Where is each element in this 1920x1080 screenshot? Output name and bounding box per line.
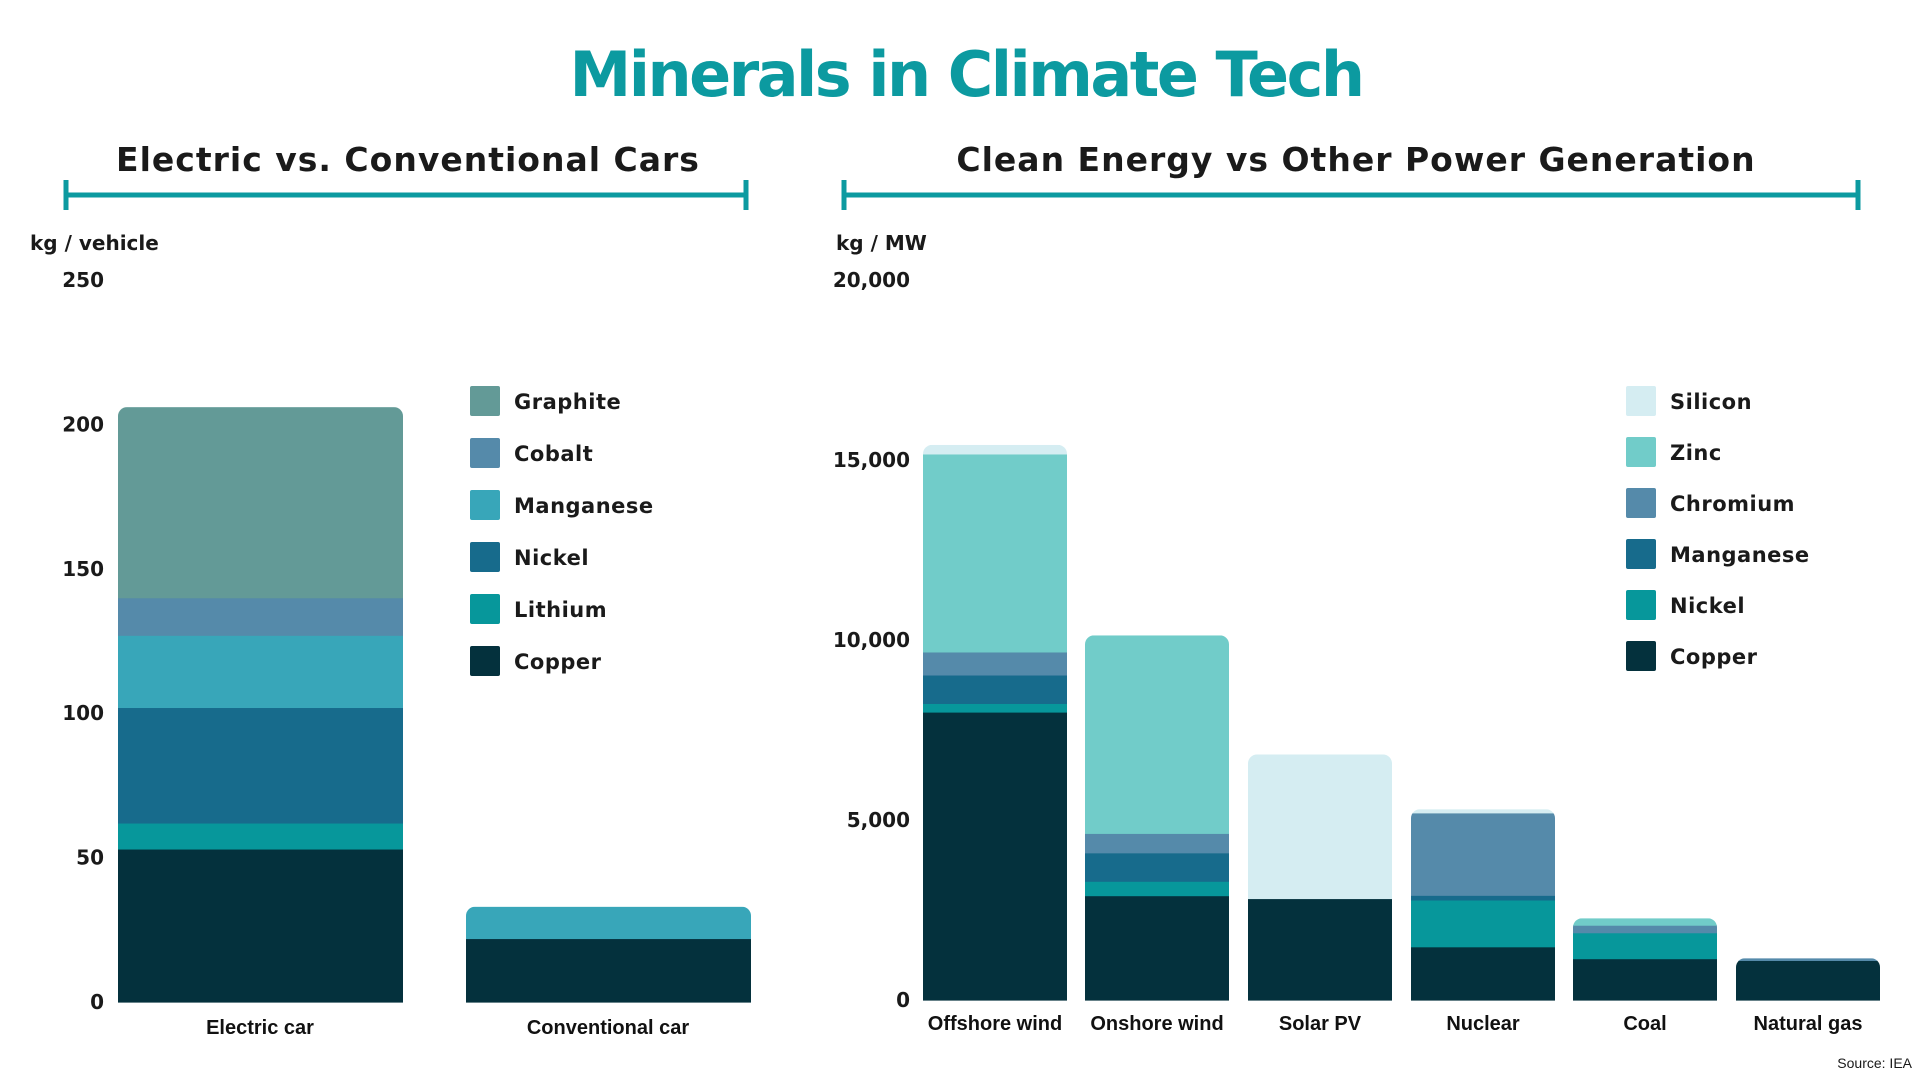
bar-segment-silicon (1248, 754, 1392, 900)
bar-stack-onshore-wind (1085, 635, 1229, 1001)
x-category-label: Nuclear (1446, 1013, 1520, 1035)
bar-segment-manganese (923, 674, 1067, 704)
y-tick-label: 250 (62, 268, 104, 292)
y-tick-label: 150 (62, 557, 104, 581)
bar-segment-copper (923, 712, 1067, 1001)
bar-segment-zinc (923, 453, 1067, 653)
page-title: Minerals in Climate Tech (570, 38, 1363, 111)
bar-segment-nickel (1573, 932, 1717, 960)
legend-swatch-manganese (1626, 539, 1656, 569)
bar-segment-zinc (1085, 635, 1229, 834)
electric-vs-conventional-cars-chart: Electric vs. Conventional Cars kg / vehic… (30, 140, 751, 1039)
legend-label: Zinc (1670, 441, 1722, 465)
x-category-label: Conventional car (527, 1017, 689, 1039)
legend-swatch-cobalt (470, 438, 500, 468)
legend-swatch-nickel (470, 542, 500, 572)
y-tick-label: 20,000 (833, 268, 910, 292)
chart-title: Clean Energy vs Other Power Generation (956, 140, 1755, 179)
bar-stack-conventional-car (466, 906, 751, 1003)
y-axis-unit-label: kg / MW (836, 231, 927, 255)
chart-title: Electric vs. Conventional Cars (116, 140, 700, 179)
x-category-label: Offshore wind (928, 1013, 1062, 1035)
bar-segment-copper (1736, 960, 1880, 1001)
bar-segment-silicon (923, 444, 1067, 455)
bar-segment-zinc (1573, 918, 1717, 926)
bar-segment-graphite (118, 407, 403, 599)
y-tick-label: 5,000 (847, 808, 910, 832)
bar-stack-offshore-wind (923, 444, 1067, 1001)
legend-swatch-graphite (470, 386, 500, 416)
bar-segment-chromium (1085, 833, 1229, 854)
bar-segment-cobalt (118, 597, 403, 636)
legend-label: Manganese (514, 494, 654, 518)
bar-segment-copper (118, 848, 403, 1003)
y-tick-label: 200 (62, 412, 104, 436)
x-category-label: Natural gas (1754, 1013, 1863, 1035)
bar-segment-nickel (1085, 881, 1229, 897)
bar-stack-solar-pv (1248, 754, 1392, 1001)
y-tick-label: 10,000 (833, 628, 910, 652)
legend-label: Lithium (514, 598, 607, 622)
x-category-label: Solar PV (1279, 1013, 1362, 1035)
bar-segment-copper (1573, 958, 1717, 1001)
legend-label: Cobalt (514, 442, 593, 466)
bar-stack-electric-car (118, 407, 403, 1003)
bar-stack-nuclear (1411, 809, 1555, 1001)
y-axis-unit-label: kg / vehicle (30, 231, 159, 255)
legend-swatch-manganese (470, 490, 500, 520)
bar-segment-manganese (1085, 852, 1229, 882)
bar-segment-copper (466, 938, 751, 1003)
legend-label: Nickel (514, 546, 589, 570)
bar-segment-manganese (466, 906, 751, 940)
power-generation-chart: Clean Energy vs Other Power Generation kg… (833, 140, 1880, 1035)
legend-label: Copper (1670, 645, 1758, 669)
legend-swatch-zinc (1626, 437, 1656, 467)
legend-label: Silicon (1670, 390, 1752, 414)
y-tick-label: 100 (62, 701, 104, 725)
legend-label: Chromium (1670, 492, 1795, 516)
legend-swatch-chromium (1626, 488, 1656, 518)
bar-segment-chromium (1411, 812, 1555, 896)
bar-segment-copper (1248, 898, 1392, 1001)
bar-segment-copper (1411, 946, 1555, 1001)
bar-segment-nickel (118, 707, 403, 824)
y-tick-label: 0 (90, 990, 104, 1014)
bar-segment-chromium (1736, 958, 1880, 961)
bar-segment-silicon (1411, 809, 1555, 814)
legend-swatch-nickel (1626, 590, 1656, 620)
bar-segment-chromium (1573, 925, 1717, 934)
bar-segment-copper (1085, 895, 1229, 1001)
bar-segment-manganese (118, 635, 403, 709)
bar-segment-lithium (118, 822, 403, 850)
legend-label: Graphite (514, 390, 621, 414)
bar-segment-chromium (923, 651, 1067, 676)
source-note: Source: IEA (1837, 1055, 1912, 1071)
y-tick-label: 15,000 (833, 448, 910, 472)
x-category-label: Onshore wind (1090, 1013, 1223, 1035)
legend-label: Nickel (1670, 594, 1745, 618)
legend-swatch-lithium (470, 594, 500, 624)
y-tick-label: 50 (76, 846, 104, 870)
bar-segment-nickel (923, 703, 1067, 713)
bar-stack-natural-gas (1736, 958, 1880, 1001)
legend-swatch-copper (470, 646, 500, 676)
y-tick-label: 0 (896, 988, 910, 1012)
legend-label: Copper (514, 650, 602, 674)
bar-segment-manganese (1411, 895, 1555, 901)
legend-swatch-copper (1626, 641, 1656, 671)
legend-swatch-silicon (1626, 386, 1656, 416)
bar-stack-coal (1573, 918, 1717, 1001)
x-category-label: Coal (1623, 1013, 1666, 1035)
legend-label: Manganese (1670, 543, 1810, 567)
legend: Silicon Zinc Chromium Manganese Nickel Copper (1626, 386, 1810, 671)
x-category-label: Electric car (206, 1017, 314, 1039)
legend: Graphite Cobalt Manganese Nickel Lithium Copp… (470, 386, 654, 676)
bar-segment-nickel (1411, 899, 1555, 948)
